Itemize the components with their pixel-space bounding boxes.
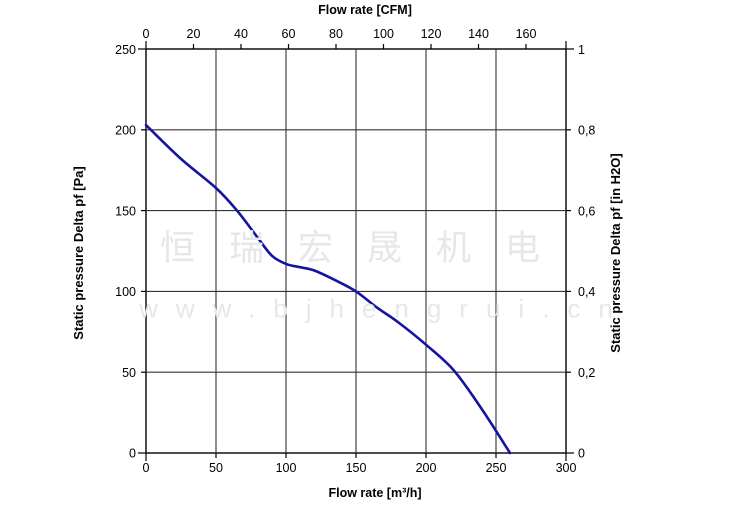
svg-text:100: 100 [276, 461, 297, 475]
svg-text:1: 1 [578, 43, 585, 57]
svg-text:恒瑞宏晟机电: 恒瑞宏晟机电 [160, 229, 574, 268]
svg-text:100: 100 [373, 27, 394, 41]
svg-text:0: 0 [143, 27, 150, 41]
svg-text:250: 250 [115, 43, 136, 57]
svg-text:20: 20 [187, 27, 201, 41]
svg-text:50: 50 [209, 461, 223, 475]
svg-text:60: 60 [282, 27, 296, 41]
svg-text:Flow rate [CFM]: Flow rate [CFM] [318, 3, 412, 17]
svg-text:0: 0 [129, 447, 136, 461]
svg-text:140: 140 [468, 27, 489, 41]
svg-text:300: 300 [556, 461, 577, 475]
svg-text:0,8: 0,8 [578, 124, 595, 138]
svg-text:80: 80 [329, 27, 343, 41]
svg-text:200: 200 [416, 461, 437, 475]
svg-text:www.bjhengrui.cn: www.bjhengrui.cn [138, 294, 631, 324]
svg-text:120: 120 [421, 27, 442, 41]
svg-text:250: 250 [486, 461, 507, 475]
svg-text:0: 0 [578, 447, 585, 461]
svg-text:150: 150 [115, 204, 136, 218]
svg-text:200: 200 [115, 124, 136, 138]
svg-text:50: 50 [122, 366, 136, 380]
svg-text:150: 150 [346, 461, 367, 475]
svg-text:Static pressure Delta pf [Pa]: Static pressure Delta pf [Pa] [71, 166, 86, 339]
svg-text:0: 0 [143, 461, 150, 475]
svg-text:0,6: 0,6 [578, 204, 595, 218]
svg-text:Flow rate [m³/h]: Flow rate [m³/h] [328, 486, 421, 500]
svg-text:40: 40 [234, 27, 248, 41]
svg-text:100: 100 [115, 285, 136, 299]
svg-text:160: 160 [516, 27, 537, 41]
svg-text:0,2: 0,2 [578, 366, 595, 380]
